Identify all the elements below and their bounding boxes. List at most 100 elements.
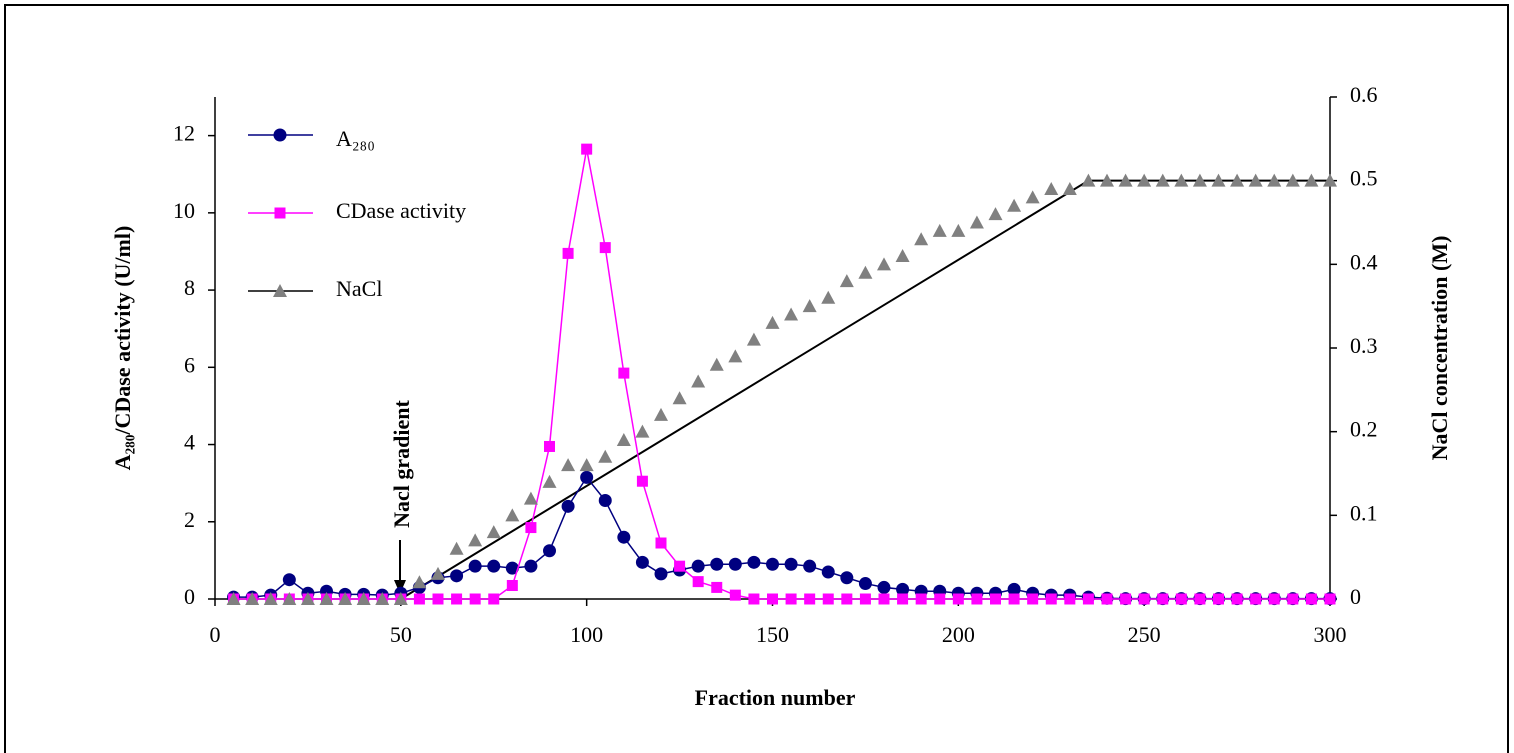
data-point	[840, 571, 854, 585]
data-point	[300, 592, 315, 605]
data-point	[1175, 593, 1187, 605]
data-point	[505, 508, 520, 522]
legend-marker	[273, 128, 287, 142]
legend-marker	[274, 207, 286, 219]
data-point	[375, 592, 390, 605]
data-point	[1267, 173, 1282, 187]
data-point	[934, 593, 946, 605]
data-point	[859, 593, 871, 605]
data-point	[451, 593, 463, 605]
data-point	[469, 593, 481, 605]
legend-label: A₂₈₀	[336, 126, 375, 151]
data-point	[1062, 182, 1077, 196]
data-point	[1285, 173, 1300, 187]
data-point	[896, 582, 910, 596]
data-point	[784, 307, 799, 321]
data-point	[1324, 593, 1336, 605]
data-point	[1118, 173, 1133, 187]
y-tick-label: 2	[184, 507, 195, 532]
data-point	[1025, 190, 1040, 204]
data-point	[488, 593, 500, 605]
data-point	[393, 592, 408, 605]
data-point	[487, 559, 501, 573]
data-point	[785, 593, 797, 605]
data-point	[1194, 593, 1206, 605]
data-point	[951, 223, 966, 237]
data-point	[413, 593, 425, 605]
data-point	[1192, 173, 1207, 187]
data-point	[505, 561, 519, 575]
data-point	[1248, 173, 1263, 187]
data-point	[581, 143, 593, 155]
data-point	[691, 559, 705, 573]
data-point	[245, 592, 260, 605]
data-point	[1268, 593, 1280, 605]
data-point	[988, 207, 1003, 221]
data-point	[710, 557, 724, 571]
legend-label: CDase activity	[336, 198, 466, 223]
data-point	[542, 474, 557, 488]
data-point	[412, 575, 427, 589]
data-point	[523, 491, 538, 505]
data-point	[748, 593, 760, 605]
data-point	[1007, 198, 1022, 212]
data-point	[878, 593, 890, 605]
data-point	[616, 433, 631, 447]
data-point	[543, 544, 556, 558]
data-point	[468, 559, 482, 573]
x-tick-label: 0	[210, 622, 221, 647]
data-point	[432, 593, 444, 605]
data-point	[561, 499, 575, 513]
data-point	[765, 315, 780, 329]
data-point	[506, 579, 518, 591]
x-tick-label: 150	[756, 622, 789, 647]
data-point	[877, 257, 891, 271]
y2-tick-label: 0.4	[1350, 249, 1378, 274]
y2-tick-label: 0.3	[1350, 333, 1378, 358]
data-point	[858, 577, 872, 591]
data-point	[468, 533, 483, 547]
data-point	[319, 592, 334, 605]
data-point	[804, 593, 816, 605]
data-point	[839, 274, 854, 288]
data-point	[1250, 593, 1262, 605]
data-point	[618, 367, 630, 379]
data-point	[990, 593, 1001, 605]
data-point	[728, 349, 743, 363]
data-point	[1100, 173, 1114, 187]
data-point	[766, 557, 779, 571]
y2-tick-label: 0.5	[1350, 166, 1378, 191]
data-point	[672, 391, 687, 405]
data-point	[1231, 593, 1243, 605]
y2-axis-title: NaCl concentration (M)	[1427, 236, 1452, 461]
data-point	[635, 424, 650, 438]
legend-label: NaCl	[336, 276, 382, 301]
data-point	[580, 470, 594, 484]
data-point	[692, 576, 704, 588]
data-point	[877, 580, 891, 594]
data-point	[654, 567, 668, 581]
data-point	[1287, 593, 1299, 605]
data-point	[282, 573, 296, 587]
data-point	[449, 541, 464, 555]
data-point	[858, 265, 873, 279]
data-point	[282, 592, 297, 605]
data-point	[802, 299, 817, 313]
data-point	[674, 560, 686, 572]
data-point	[1081, 173, 1096, 187]
data-point	[1007, 582, 1021, 596]
y-tick-label: 4	[184, 430, 195, 455]
data-point	[431, 566, 445, 580]
data-point	[356, 592, 371, 605]
data-point	[897, 593, 909, 605]
data-point	[767, 593, 778, 605]
y2-tick-label: 0.2	[1350, 417, 1378, 442]
data-point	[1082, 593, 1094, 605]
data-point	[1137, 173, 1152, 187]
data-point	[226, 592, 241, 605]
data-point	[1157, 593, 1169, 605]
y-tick-label: 8	[184, 275, 195, 300]
data-point	[914, 232, 929, 246]
